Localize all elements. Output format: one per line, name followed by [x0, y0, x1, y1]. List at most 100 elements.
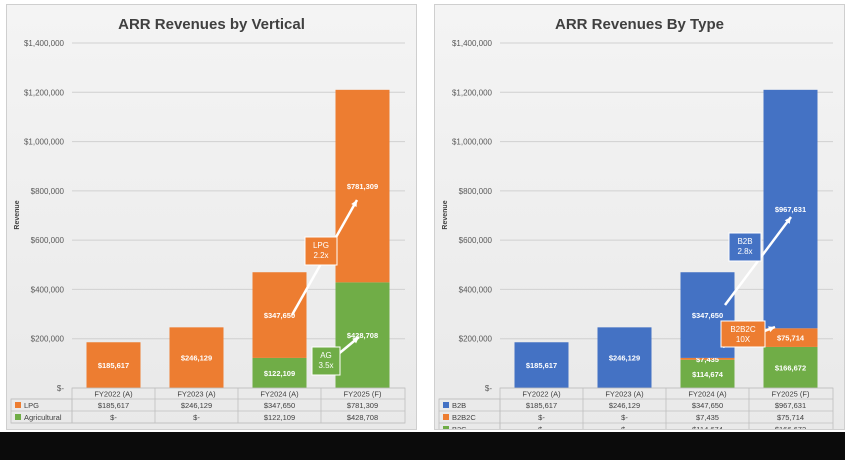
bar-lpg [86, 342, 141, 388]
bar-b2b [763, 89, 818, 329]
table-cell: $- [193, 413, 200, 422]
table-cell: $- [621, 425, 628, 429]
chart-title: ARR Revenues By Type [555, 16, 724, 33]
y-tick-label: $- [485, 384, 492, 393]
x-category-label: FY2023 (A) [177, 390, 216, 399]
bottom-black-bar [0, 432, 845, 460]
annotation-text: 2.8x [737, 247, 752, 256]
annotation-text: 10X [736, 335, 751, 344]
table-cell: $781,309 [347, 401, 378, 410]
annotation-text: 3.5x [318, 361, 333, 370]
bar-lpg [335, 89, 390, 283]
table-cell: $185,617 [526, 401, 557, 410]
data-label: $7,435 [696, 355, 719, 364]
y-axis-label: Revenue [442, 200, 449, 229]
data-label: $246,129 [609, 354, 640, 363]
y-tick-label: $600,000 [31, 236, 65, 245]
y-axis-label: Revenue [14, 200, 21, 229]
bar-lpg [169, 327, 224, 388]
legend-swatch-agricultural [15, 414, 21, 420]
y-tick-label: $1,400,000 [24, 39, 65, 48]
y-tick-label: $200,000 [31, 335, 65, 344]
annotation-box [304, 236, 338, 266]
y-tick-label: $800,000 [31, 187, 65, 196]
data-label: $781,309 [347, 182, 378, 191]
bar-b2b [597, 327, 652, 388]
bar-agricultural [252, 357, 307, 388]
table-cell: $- [621, 413, 628, 422]
table-cell: $- [110, 413, 117, 422]
growth-arrow-head [768, 326, 775, 333]
chart-vertical: ARR Revenues by Vertical $- $200,000 $400,0… [10, 16, 406, 424]
data-label: $122,109 [264, 369, 295, 378]
table-cell: $185,617 [98, 401, 129, 410]
data-label: $967,631 [775, 205, 806, 214]
y-tick-label: $1,200,000 [452, 88, 493, 97]
data-label: $75,714 [777, 334, 805, 343]
data-label: $185,617 [98, 361, 129, 370]
bar-b2b2c [763, 328, 818, 347]
bar-agricultural [335, 282, 390, 388]
table-cell: $7,435 [696, 413, 719, 422]
y-tick-label: $1,200,000 [24, 88, 65, 97]
growth-arrow-head [784, 217, 791, 224]
legend-swatch-b2b [443, 402, 449, 408]
bar-b2c [763, 346, 818, 388]
x-category-label: FY2025 (F) [772, 390, 810, 399]
bar-b2b2c [680, 357, 735, 360]
annotation-text: 2.2x [313, 251, 328, 260]
legend-swatch-b2b2c [443, 414, 449, 420]
table-cell: $347,650 [692, 401, 723, 410]
table-cell: $347,650 [264, 401, 295, 410]
x-category-label: FY2022 (A) [522, 390, 561, 399]
table-cell: $166,672 [775, 425, 806, 429]
legend-label: B2B2C [452, 413, 476, 422]
bar-b2c [680, 359, 735, 388]
y-tick-label: $1,000,000 [24, 138, 65, 147]
table-cell: $246,129 [609, 401, 640, 410]
chart-title: ARR Revenues by Vertical [118, 16, 305, 33]
bar-lpg [252, 272, 307, 358]
y-tick-label: $- [57, 384, 64, 393]
data-label: $347,650 [692, 311, 723, 320]
legend-swatch-lpg [15, 402, 21, 408]
data-label: $246,129 [181, 354, 212, 363]
table-cell: $428,708 [347, 413, 378, 422]
y-tick-label: $1,400,000 [452, 39, 493, 48]
legend-label: LPG [24, 401, 39, 410]
data-label: $114,674 [692, 370, 724, 379]
y-tick-label: $200,000 [459, 335, 493, 344]
annotation-text: AG [320, 351, 332, 360]
annotation-box [720, 320, 766, 348]
annotation-text: B2B2C [730, 325, 756, 334]
annotation-box [311, 346, 341, 376]
annotation-box [728, 232, 762, 262]
table-cell: $114,674 [692, 425, 723, 429]
legend-swatch-b2c [443, 426, 449, 432]
y-tick-label: $400,000 [459, 285, 493, 294]
x-category-label: FY2025 (F) [344, 390, 382, 399]
y-tick-label: $600,000 [459, 236, 493, 245]
growth-arrow-head [351, 200, 357, 207]
legend-label: B2B [452, 401, 466, 410]
legend-label: B2C [452, 425, 467, 429]
x-category-label: FY2024 (A) [688, 390, 727, 399]
x-category-label: FY2023 (A) [605, 390, 644, 399]
table-cell: $75,714 [777, 413, 804, 422]
y-tick-label: $1,000,000 [452, 138, 493, 147]
x-category-label: FY2024 (A) [260, 390, 299, 399]
y-tick-label: $400,000 [31, 285, 65, 294]
chart-type: ARR Revenues By Type $- $200,000 $400,000 $6… [438, 16, 834, 436]
bar-b2b [514, 342, 569, 388]
x-category-label: FY2022 (A) [94, 390, 133, 399]
chart-panel-vertical: ARR Revenues by Vertical $- $200,000 $400,0… [6, 4, 417, 430]
data-label: $185,617 [526, 361, 557, 370]
table-cell: $- [538, 425, 545, 429]
data-label: $428,708 [347, 331, 378, 340]
y-tick-label: $800,000 [459, 187, 493, 196]
annotation-text: B2B [737, 237, 752, 246]
data-label: $347,650 [264, 311, 295, 320]
legend-label: Agricultural [24, 413, 62, 422]
annotation-text: LPG [313, 241, 329, 250]
table-cell: $- [538, 413, 545, 422]
